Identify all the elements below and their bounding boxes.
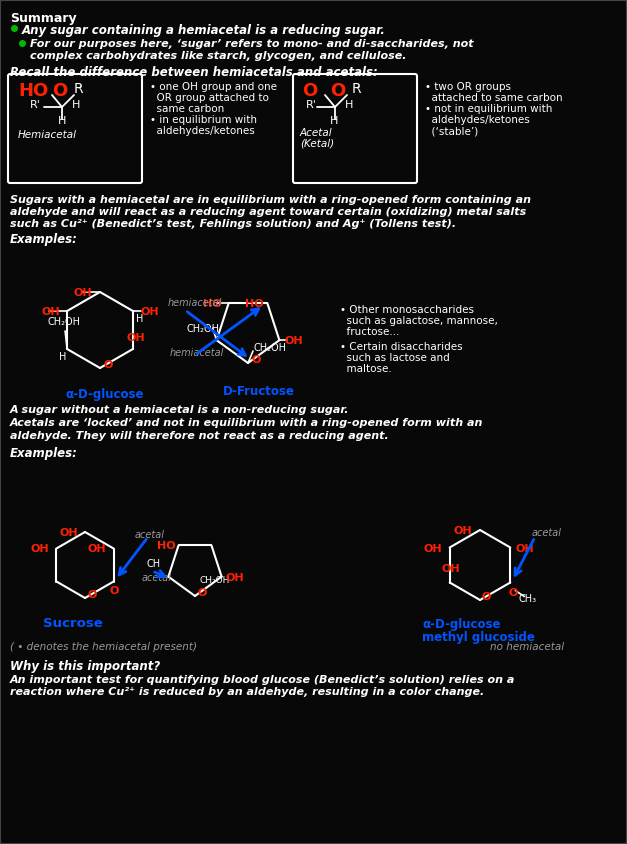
Text: OH: OH: [454, 526, 473, 536]
Text: maltose.: maltose.: [340, 364, 392, 374]
Text: Why is this important?: Why is this important?: [10, 660, 161, 673]
Text: OH: OH: [515, 544, 534, 554]
Text: O: O: [52, 82, 67, 100]
Text: CH₂OH: CH₂OH: [253, 343, 286, 353]
Text: H: H: [72, 100, 80, 110]
Text: Summary: Summary: [10, 12, 76, 25]
Text: HO: HO: [18, 82, 48, 100]
Text: acetal: acetal: [532, 528, 562, 538]
Text: H: H: [58, 116, 66, 126]
Text: OH: OH: [31, 544, 49, 555]
Text: ( • denotes the hemiacetal present): ( • denotes the hemiacetal present): [10, 642, 197, 652]
Text: D-Fructose: D-Fructose: [223, 385, 295, 398]
Text: R: R: [74, 82, 83, 96]
Text: OH: OH: [285, 336, 303, 346]
Text: O: O: [110, 586, 119, 596]
Text: R': R': [306, 100, 317, 110]
Text: Recall the difference between hemiacetals and acetals:: Recall the difference between hemiacetal…: [10, 66, 377, 79]
Text: no hemiacetal: no hemiacetal: [490, 642, 564, 652]
Text: OR group attached to: OR group attached to: [150, 93, 269, 103]
Text: H: H: [136, 314, 144, 324]
Text: aldehydes/ketones: aldehydes/ketones: [425, 115, 530, 125]
Text: H: H: [330, 116, 339, 126]
Text: such as Cu²⁺ (Benedict’s test, Fehlings solution) and Ag⁺ (Tollens test).: such as Cu²⁺ (Benedict’s test, Fehlings …: [10, 219, 456, 229]
Text: OH: OH: [74, 288, 93, 298]
Text: such as lactose and: such as lactose and: [340, 353, 450, 363]
Text: HO: HO: [245, 300, 264, 309]
Text: OH: OH: [441, 565, 460, 575]
Text: O: O: [252, 355, 261, 365]
Text: hemiacetal: hemiacetal: [168, 298, 223, 308]
Text: Sugars with a hemiacetal are in equilibrium with a ring-opened form containing a: Sugars with a hemiacetal are in equilibr…: [10, 195, 531, 205]
Text: • one OH group and one: • one OH group and one: [150, 82, 277, 92]
Text: methyl glucoside: methyl glucoside: [422, 631, 535, 644]
Text: CH₂OH: CH₂OH: [187, 324, 219, 334]
Text: OH: OH: [424, 544, 442, 554]
Text: HO: HO: [203, 300, 221, 309]
Text: hemiacetal: hemiacetal: [170, 348, 224, 358]
Text: O: O: [87, 590, 97, 600]
Text: such as galactose, mannose,: such as galactose, mannose,: [340, 316, 498, 326]
Text: complex carbohydrates like starch, glycogen, and cellulose.: complex carbohydrates like starch, glyco…: [30, 51, 406, 61]
Text: Hemiacetal: Hemiacetal: [18, 130, 77, 140]
Text: OH: OH: [59, 528, 78, 538]
Text: Acetals are ‘locked’ and not in equilibrium with a ring-opened form with an: Acetals are ‘locked’ and not in equilibr…: [10, 418, 483, 428]
Text: • in equilibrium with: • in equilibrium with: [150, 115, 257, 125]
Text: OH: OH: [88, 544, 106, 555]
Text: (‘stable’): (‘stable’): [425, 126, 478, 136]
Text: (Ketal): (Ketal): [300, 138, 334, 148]
Text: Sucrose: Sucrose: [43, 617, 103, 630]
Text: OH: OH: [127, 333, 145, 343]
Text: CH₃: CH₃: [519, 594, 537, 604]
Text: CH₂OH: CH₂OH: [47, 317, 80, 327]
Text: acetal: acetal: [135, 530, 165, 540]
Text: α-D-glucose: α-D-glucose: [65, 388, 144, 401]
Text: OH: OH: [226, 572, 245, 582]
Text: A sugar without a hemiacetal is a non-reducing sugar.: A sugar without a hemiacetal is a non-re…: [10, 405, 349, 415]
Text: aldehyde. They will therefore not react as a reducing agent.: aldehyde. They will therefore not react …: [10, 431, 389, 441]
Text: fructose...: fructose...: [340, 327, 399, 337]
Text: O: O: [330, 82, 345, 100]
Text: CH₂OH: CH₂OH: [200, 576, 230, 585]
Text: OH: OH: [41, 307, 60, 317]
Text: α-D-glucose: α-D-glucose: [422, 618, 500, 631]
Text: O: O: [302, 82, 317, 100]
Text: R': R': [30, 100, 41, 110]
Text: acetal: acetal: [142, 573, 172, 583]
Text: H: H: [59, 352, 66, 362]
Text: For our purposes here, ‘sugar’ refers to mono- and di-saccharides, not: For our purposes here, ‘sugar’ refers to…: [30, 39, 473, 49]
Text: Examples:: Examples:: [10, 233, 78, 246]
Text: CH: CH: [146, 559, 161, 569]
Text: • Certain disaccharides: • Certain disaccharides: [340, 342, 463, 352]
Text: OH: OH: [141, 307, 159, 317]
Text: O: O: [103, 360, 112, 370]
Text: O: O: [482, 592, 492, 602]
Text: same carbon: same carbon: [150, 104, 224, 114]
Text: reaction where Cu²⁺ is reduced by an aldehyde, resulting in a color change.: reaction where Cu²⁺ is reduced by an ald…: [10, 687, 484, 697]
Text: R: R: [352, 82, 362, 96]
Text: • Other monosaccharides: • Other monosaccharides: [340, 305, 474, 315]
Text: aldehyde and will react as a reducing agent toward certain (oxidizing) metal sal: aldehyde and will react as a reducing ag…: [10, 207, 526, 217]
Text: • two OR groups: • two OR groups: [425, 82, 511, 92]
Text: O: O: [197, 588, 206, 598]
Text: Examples:: Examples:: [10, 447, 78, 460]
Text: • not in equilibrium with: • not in equilibrium with: [425, 104, 552, 114]
Text: attached to same carbon: attached to same carbon: [425, 93, 562, 103]
Text: An important test for quantifying blood glucose (Benedict’s solution) relies on : An important test for quantifying blood …: [10, 675, 515, 685]
Text: Acetal: Acetal: [300, 128, 333, 138]
Text: Any sugar containing a hemiacetal is a reducing sugar.: Any sugar containing a hemiacetal is a r…: [22, 24, 386, 37]
Text: H: H: [345, 100, 354, 110]
Text: HO: HO: [157, 541, 175, 551]
Text: O: O: [508, 587, 518, 598]
Text: aldehydes/ketones: aldehydes/ketones: [150, 126, 255, 136]
